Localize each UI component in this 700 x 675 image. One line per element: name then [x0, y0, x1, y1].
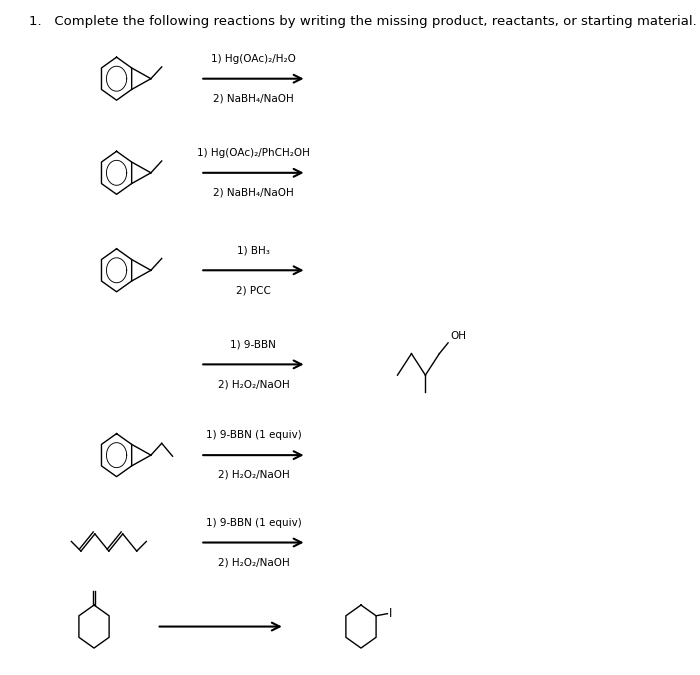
Text: 1) 9-BBN (1 equiv): 1) 9-BBN (1 equiv): [206, 518, 301, 528]
Text: 2) H₂O₂/NaOH: 2) H₂O₂/NaOH: [218, 379, 289, 389]
Text: I: I: [389, 607, 392, 620]
Text: 2) NaBH₄/NaOH: 2) NaBH₄/NaOH: [213, 188, 294, 198]
Text: 2) PCC: 2) PCC: [236, 285, 271, 295]
Text: 1.   Complete the following reactions by writing the missing product, reactants,: 1. Complete the following reactions by w…: [29, 15, 696, 28]
Text: 1) 9-BBN: 1) 9-BBN: [230, 340, 276, 350]
Text: 1) Hg(OAc)₂/H₂O: 1) Hg(OAc)₂/H₂O: [211, 54, 296, 64]
Text: 2) NaBH₄/NaOH: 2) NaBH₄/NaOH: [213, 93, 294, 103]
Text: 1) 9-BBN (1 equiv): 1) 9-BBN (1 equiv): [206, 431, 301, 440]
Text: 1) BH₃: 1) BH₃: [237, 246, 270, 256]
Text: OH: OH: [451, 331, 467, 341]
Text: 2) H₂O₂/NaOH: 2) H₂O₂/NaOH: [218, 558, 289, 567]
Text: 1) Hg(OAc)₂/PhCH₂OH: 1) Hg(OAc)₂/PhCH₂OH: [197, 148, 310, 158]
Text: 2) H₂O₂/NaOH: 2) H₂O₂/NaOH: [218, 470, 289, 480]
